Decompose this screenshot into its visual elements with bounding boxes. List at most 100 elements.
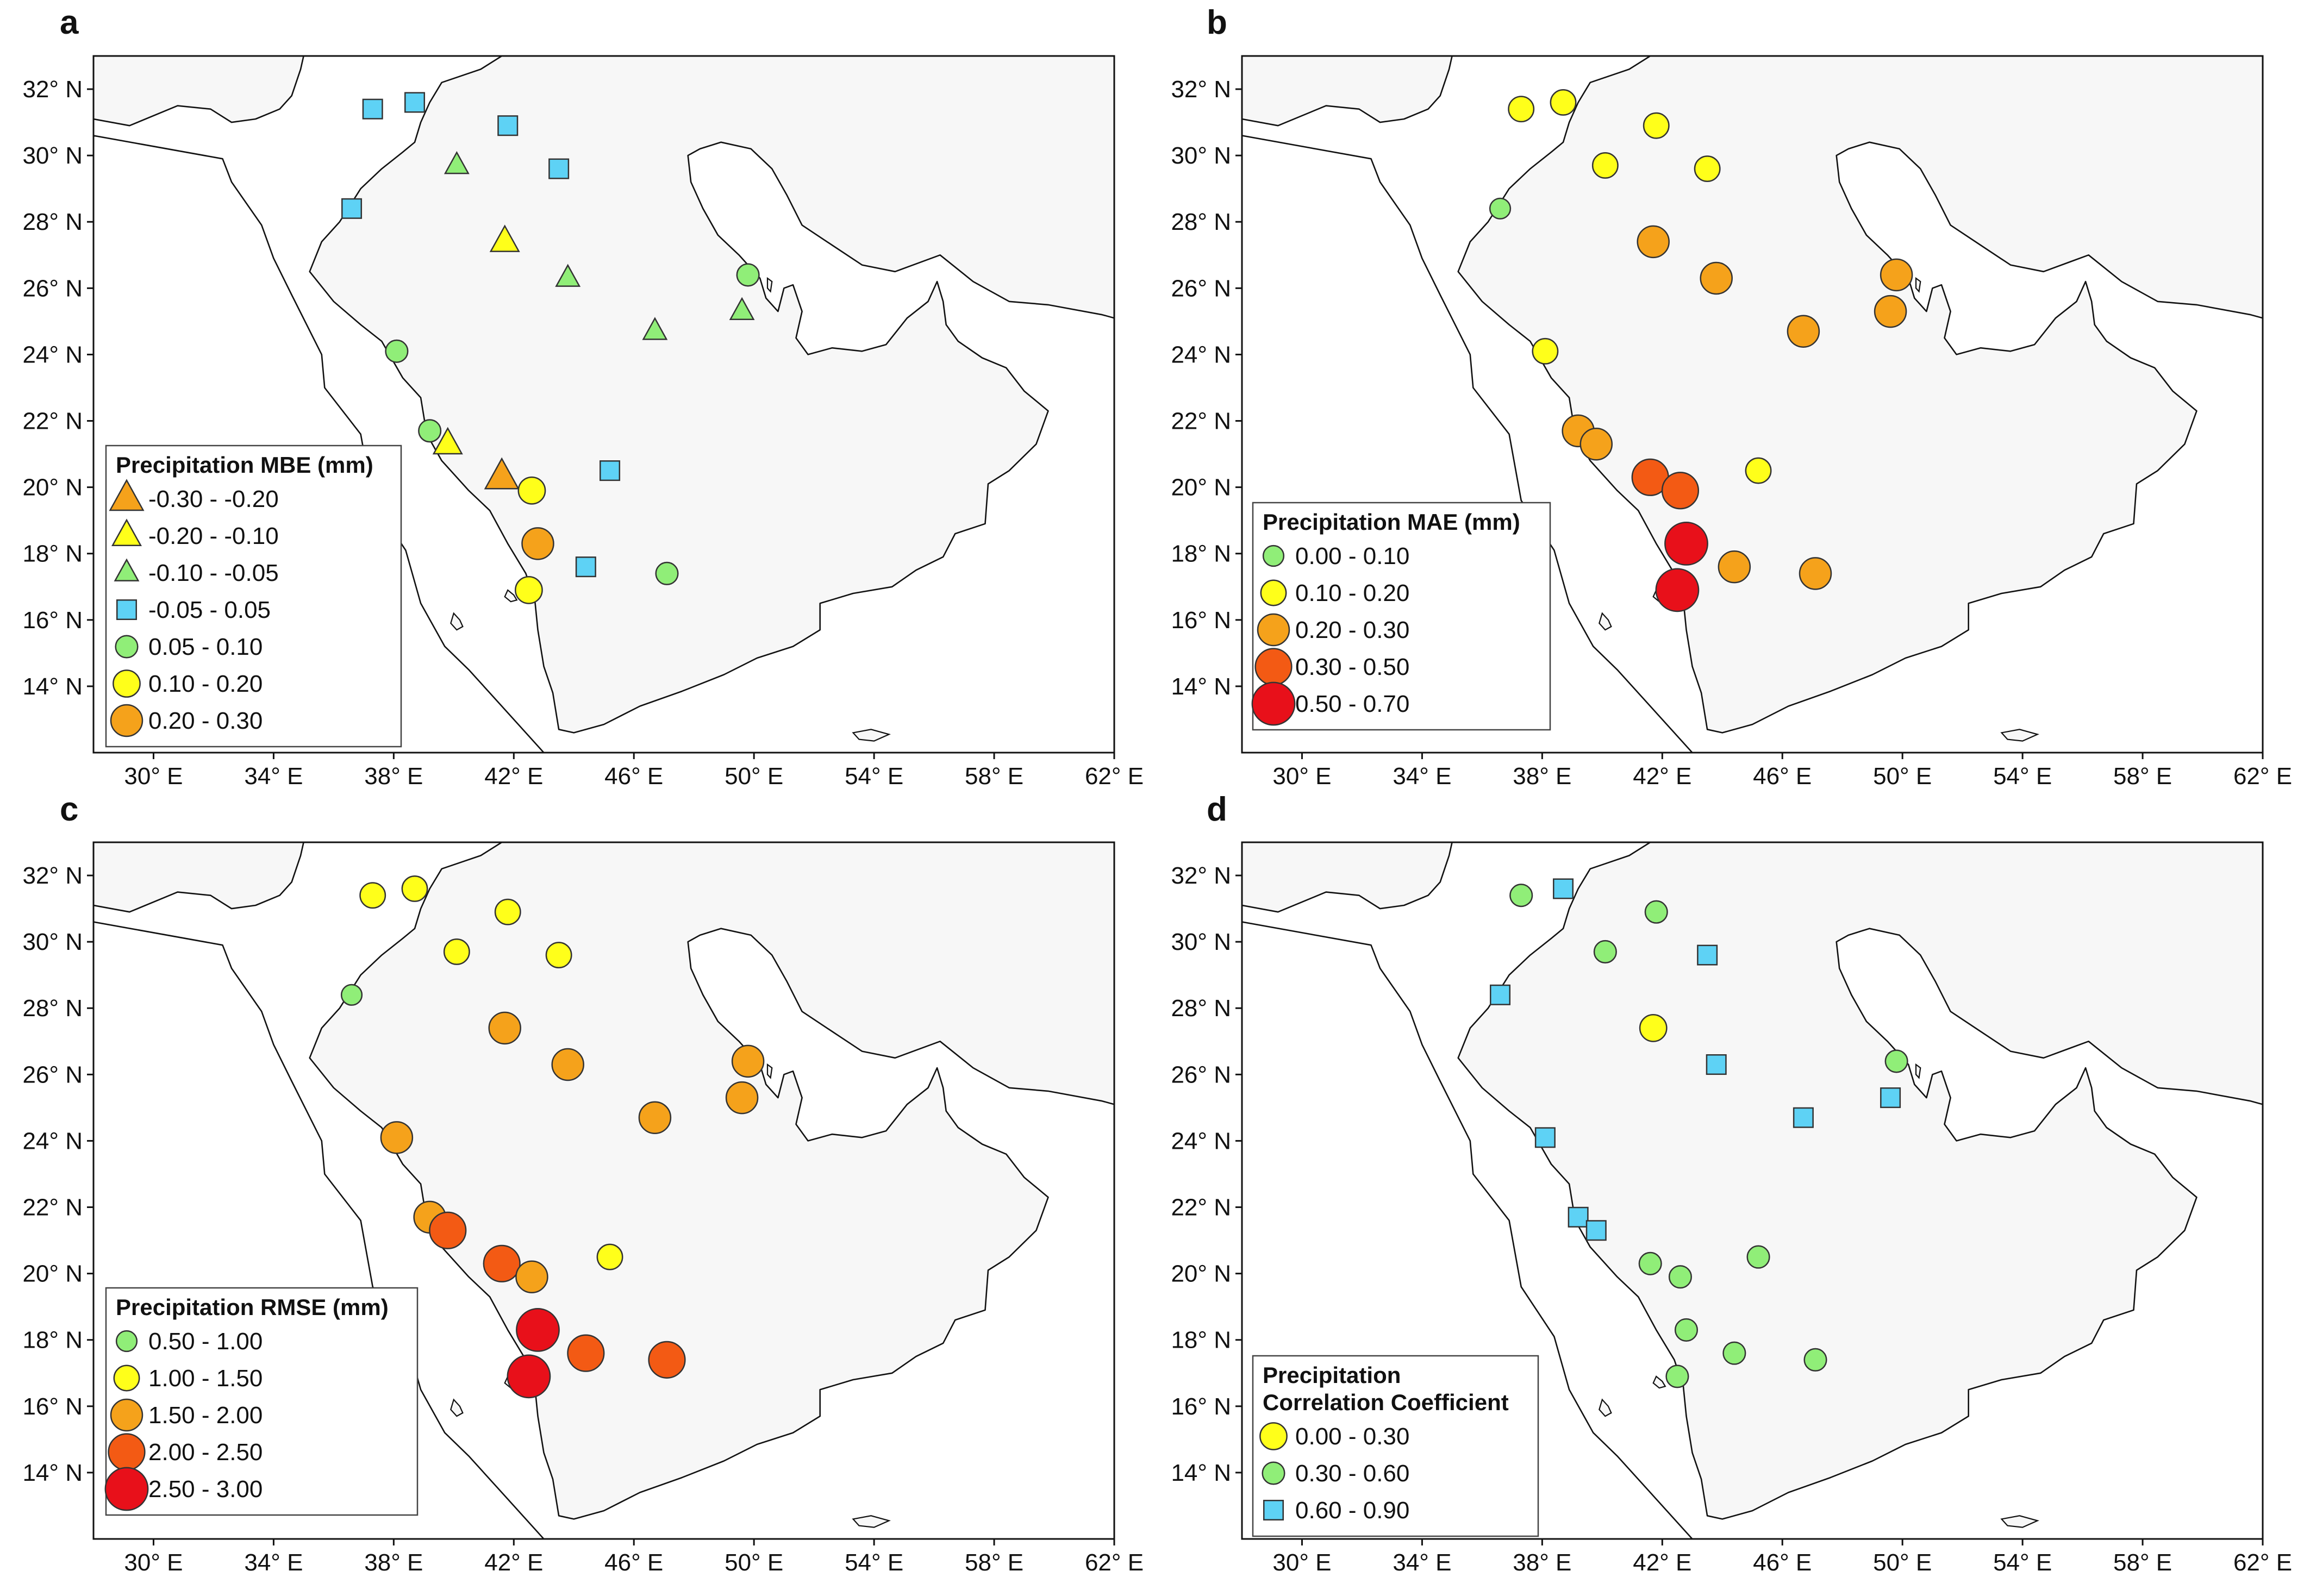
station-marker [1489,197,1512,220]
station-marker [1668,1265,1692,1289]
lon-tick-label: 42° E [484,763,543,790]
panel-letter: c [60,791,78,828]
legend-box [1252,1355,1539,1537]
egypt-coastline [1242,842,1453,913]
legend-label: 0.20 - 0.30 [148,708,263,734]
lat-tick-label: 22° N [22,1194,83,1221]
station-marker [517,476,546,505]
station-marker [494,898,521,925]
africa-red-sea-coastline [1242,135,1693,753]
station-marker [729,297,755,320]
legend-swatch [116,599,138,621]
station-marker [567,1334,605,1372]
station-markers [1489,89,1913,612]
station-marker [1508,96,1535,123]
lat-tick-label: 32° N [22,862,83,889]
lat-tick-label: 16° N [1171,1393,1231,1420]
legend-swatch [1259,1422,1288,1450]
map-frame [92,55,1115,754]
panel-c: 30° E 34° E 38° E 42° E 46° E 50° E 54° E 58° E… [22,791,1144,1576]
station-marker [404,92,426,113]
station-marker [1803,1348,1827,1372]
station-marker [1799,557,1832,590]
station-marker [1644,900,1668,924]
lon-tick-label: 46° E [604,1549,663,1576]
lon-tick-label: 38° E [364,763,423,790]
legend-title: Precipitation RMSE (mm) [116,1294,389,1320]
legend: Precipitation MAE (mm) 0.00 - 0.10 0.10 - … [1251,502,1551,731]
station-marker [638,1101,672,1134]
station-marker [1550,89,1577,116]
legend-swatch [115,1330,138,1353]
lat-tick-label: 26° N [1171,1061,1231,1088]
lon-tick-label: 50° E [725,763,783,790]
lat-tick-label: 32° N [1171,76,1231,103]
legend-label: 0.50 - 1.00 [148,1328,263,1355]
lat-tick-label: 20° N [22,474,83,501]
lat-tick-label: 24° N [22,1128,83,1154]
station-marker [521,527,554,560]
lat-tick-label: 26° N [1171,275,1231,302]
station-marker [483,1244,521,1282]
lat-tick-label: 30° N [1171,142,1231,169]
station-marker [444,151,470,174]
egypt-coastline [93,56,304,127]
lat-tick-label: 22° N [1171,1194,1231,1221]
lat-tick-label: 28° N [1171,209,1231,235]
legend-swatch [110,704,143,737]
station-marker [1718,550,1751,584]
lat-tick-label: 28° N [22,995,83,1022]
legend-title: Precipitation MAE (mm) [1263,509,1520,535]
station-marker [548,158,570,179]
station-marker [1674,1318,1699,1342]
station-marker [600,460,621,481]
station-marker [1880,258,1913,292]
lat-tick-label: 20° N [1171,474,1231,501]
legend-swatch [1260,579,1287,606]
island-outline [450,1398,464,1417]
basemap [93,56,1114,753]
legend-label: 0.05 - 0.10 [148,634,263,660]
lat-tick-label: 18° N [22,1327,83,1354]
map-frame [92,841,1115,1540]
lon-tick-label: 58° E [2113,763,2172,790]
lon-tick-label: 34° E [1393,763,1451,790]
panel-d: 30° E 34° E 38° E 42° E 46° E 50° E 54° E 58° E… [1171,791,2292,1576]
lat-tick-label: 22° N [22,408,83,435]
legend-title: Precipitation MBE (mm) [116,452,373,478]
legend-label: 0.10 - 0.20 [148,671,263,697]
panel-letter: a [60,4,79,41]
lon-tick-label: 46° E [1753,1549,1812,1576]
lat-tick-label: 30° N [22,142,83,169]
legend-box [105,1287,419,1516]
lat-tick-label: 18° N [1171,541,1231,567]
island-outline [2000,729,2039,742]
station-marker [1655,568,1700,612]
africa-red-sea-coastline [93,921,545,1539]
lat-tick-label: 24° N [1171,341,1231,368]
lon-tick-label: 62° E [1085,1549,1144,1576]
station-marker [1661,472,1700,510]
island-outline [504,589,518,603]
lon-tick-label: 62° E [2233,763,2292,790]
island-outline [1599,612,1612,631]
legend-title: Precipitation [1263,1362,1401,1388]
station-marker [1665,1365,1689,1388]
legend-label: 0.30 - 0.60 [1295,1460,1409,1487]
legend-label: 2.50 - 3.00 [148,1476,263,1503]
lat-tick-label: 16° N [22,1393,83,1420]
lon-tick-label: 54° E [1993,763,2052,790]
panel-b: 30° E 34° E 38° E 42° E 46° E 50° E 54° E 58° E… [1171,4,2292,790]
lat-tick-label: 28° N [22,209,83,235]
lon-tick-label: 38° E [1513,763,1571,790]
map-frame [1241,841,2264,1540]
station-marker [575,556,596,578]
panel-letter: b [1207,4,1227,41]
legend-title: Correlation Coefficient [1263,1390,1509,1415]
station-marker [1637,225,1670,259]
legend-label: -0.20 - -0.10 [148,523,279,549]
station-marker [443,938,470,965]
station-marker [340,984,363,1006]
station-marker [1593,940,1617,964]
